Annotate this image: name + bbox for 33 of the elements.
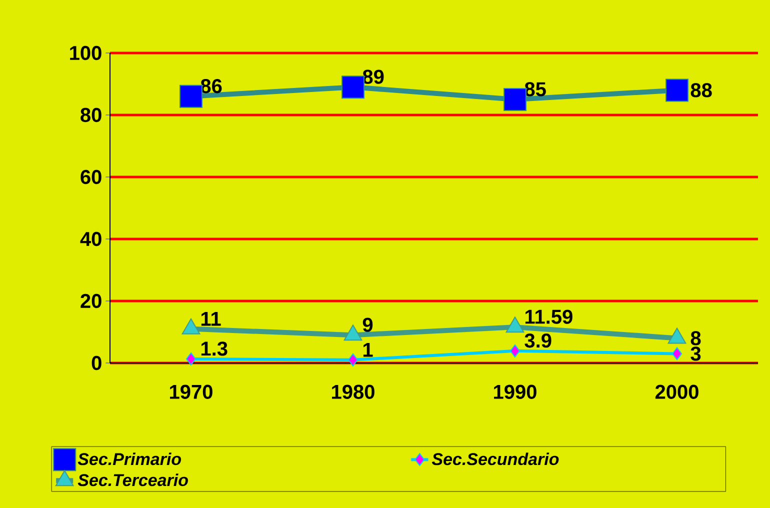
data-label: 88 [690,83,712,98]
data-label: 3.9 [524,334,552,348]
point [510,344,520,358]
y-tick-label: 20 [80,294,102,308]
data-label: 86 [200,79,222,94]
data-label: 11.59 [525,310,572,324]
data-label: 1 [363,342,373,357]
y-tick-label: 40 [80,232,102,246]
legend-label: Sec.Primario [78,452,182,466]
x-tick-label: 1980 [332,384,374,399]
y-tick-label: 100 [70,46,102,60]
point [348,353,358,366]
data-label: 3 [690,346,701,361]
x-tick-label: 1970 [170,384,212,399]
data-label: 89 [362,70,384,84]
legend-label: Sec.Terceario [78,474,188,486]
point [186,352,196,366]
data-label: 85 [524,82,546,96]
point [672,347,682,360]
data-label: 11 [201,312,221,326]
data-label: 1.3 [201,342,228,356]
y-tick-label: 60 [80,170,102,184]
point [180,84,202,108]
point [666,78,689,102]
x-tick-label: 2000 [655,384,698,399]
data-label: 8 [690,331,701,346]
x-tick-label: 1990 [494,384,536,399]
legend-label: Sec.Secundario [432,452,559,466]
point [342,76,365,99]
point [504,88,527,111]
y-tick-label: 0 [92,356,102,370]
data-label: 9 [362,318,373,332]
y-tick-label: 80 [80,108,102,122]
